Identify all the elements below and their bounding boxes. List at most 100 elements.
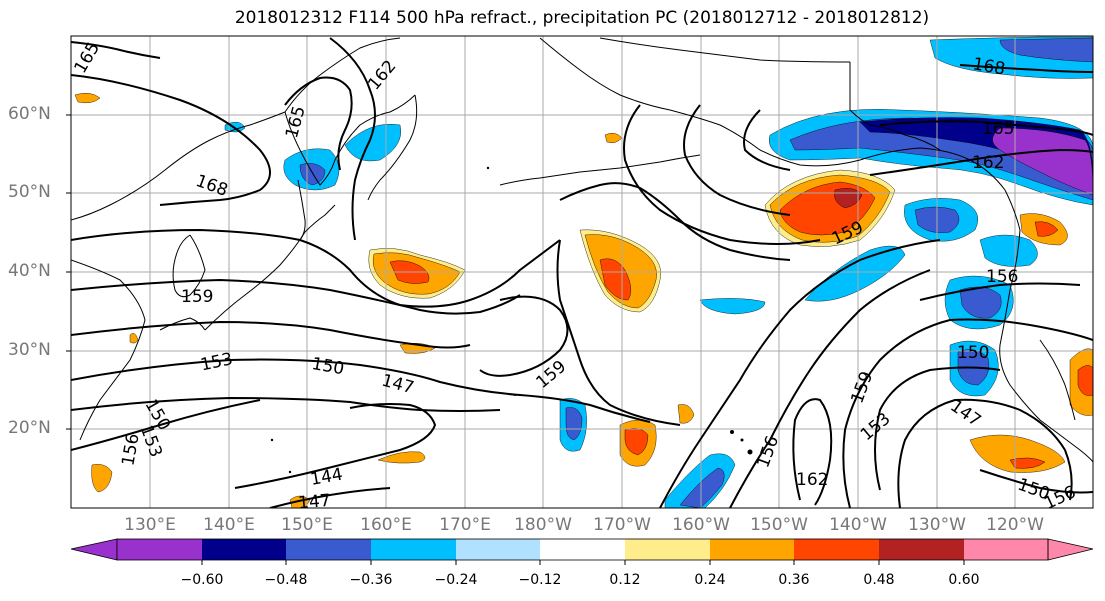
colorbar-label: 0.12 <box>609 572 641 588</box>
contour-l <box>269 487 391 508</box>
contour-label: 162 <box>972 153 1004 173</box>
colorbar-segment <box>794 539 879 560</box>
lon-label: 180°W <box>514 515 572 535</box>
contour-e <box>71 228 561 308</box>
coast-gulf-alaska <box>849 62 941 151</box>
colorbar-label: 0.60 <box>948 572 980 588</box>
contour-u <box>792 398 833 506</box>
colorbar-label: −0.60 <box>180 572 224 588</box>
lat-label-30n: 30°N <box>8 340 51 360</box>
contour-n <box>556 239 681 426</box>
precip-neg-pac-2-mid <box>679 467 725 508</box>
coast-baja <box>1039 339 1076 421</box>
lon-label: 170°E <box>439 515 491 535</box>
precip-neg-right-1 <box>979 234 1038 267</box>
coast-asia-mainland <box>71 37 401 221</box>
precip-neg-top-right-mid <box>999 37 1093 63</box>
grid-lines <box>71 36 1093 508</box>
coast-alaska-north <box>599 37 851 63</box>
contour-r <box>479 295 569 377</box>
colorbar-segment <box>710 539 794 560</box>
coast-japan <box>204 204 336 331</box>
contour-ac <box>979 469 1093 494</box>
contour-ab <box>919 282 1081 301</box>
precip-neg-pac-2 <box>664 453 736 508</box>
precip-pos-left-1 <box>74 92 101 104</box>
contour-q <box>743 109 791 171</box>
contour-t <box>729 269 931 508</box>
contour-w <box>874 366 1001 491</box>
precip-neg-purple-alaska <box>992 127 1093 196</box>
colorbar-label: −0.36 <box>349 572 393 588</box>
colorbar-segment <box>371 539 456 560</box>
lon-label: 150°E <box>281 515 333 535</box>
lon-label: 140°E <box>203 515 255 535</box>
contour-p <box>683 104 791 216</box>
contour-b <box>71 74 271 206</box>
colorbar-label: 0.48 <box>863 572 895 588</box>
contour-j <box>71 399 261 451</box>
contour-aa <box>959 64 1093 73</box>
precip-neg-pac-3-mid <box>565 407 583 441</box>
coast-sakhalin <box>297 179 306 241</box>
colorbar-segment <box>625 539 710 560</box>
precip-pos-right-1-red <box>1009 457 1046 469</box>
colorbar-segment <box>456 539 540 560</box>
lon-label: 160°E <box>360 515 412 535</box>
lon-label: 150°W <box>750 515 808 535</box>
coast-kamchatka <box>367 94 418 201</box>
contour-label: 165 <box>982 119 1014 139</box>
precip-pos-right-3-red <box>1034 221 1059 237</box>
contour-k <box>234 403 437 489</box>
colorbar-left-arrow <box>70 538 118 561</box>
lon-label: 130°W <box>908 515 966 535</box>
lon-label: 120°W <box>986 515 1044 535</box>
map-title: 2018012312 F114 500 hPa refract., precip… <box>234 8 930 28</box>
colorbar-label: 0.36 <box>778 572 810 588</box>
precip-pos-right-2-red <box>1077 365 1093 396</box>
contour-d <box>284 76 353 171</box>
coast-alaska <box>539 37 1021 231</box>
colorbar-segment <box>540 539 625 560</box>
contour-label: 147 <box>297 491 331 514</box>
contour-label: 150 <box>957 343 989 363</box>
lon-label: 170°W <box>593 515 651 535</box>
colorbar-segment <box>964 539 1048 560</box>
contour-h <box>71 358 651 423</box>
contour-a <box>71 41 161 59</box>
lon-label: 140°W <box>829 515 887 535</box>
contour-m <box>559 182 791 261</box>
precip-neg-pnw-2 <box>804 245 906 302</box>
colorbar-segment <box>879 539 964 560</box>
lat-label-40n: 40°N <box>8 261 51 281</box>
contour-g <box>71 320 471 349</box>
colorbar-right-arrow <box>1047 538 1094 561</box>
colorbar-segment <box>117 539 202 560</box>
contour-y <box>869 148 1093 176</box>
contour-s <box>659 239 941 508</box>
colorbar-label: −0.12 <box>518 572 562 588</box>
lat-label-20n: 20°N <box>8 418 51 438</box>
contour-o <box>623 104 821 245</box>
lat-label-50n: 50°N <box>8 182 51 202</box>
contour-f <box>71 278 521 315</box>
contour-v <box>842 318 1093 508</box>
precip-pos-central-red <box>599 258 632 301</box>
colorbar-label: 0.24 <box>694 572 726 588</box>
colorbar-segment <box>286 539 371 560</box>
precipitation-positive <box>74 92 1093 508</box>
contour-label: 162 <box>796 470 828 490</box>
coast-korea <box>172 234 206 298</box>
ticks <box>66 114 71 430</box>
contour-label: 156 <box>986 267 1018 287</box>
precip-pos-left-2 <box>91 464 113 493</box>
precip-neg-kamchatka-mid <box>299 163 326 186</box>
coastlines <box>71 37 1093 463</box>
contour-c <box>329 37 376 241</box>
contour-label: 159 <box>181 287 213 307</box>
precip-pos-small-2 <box>129 333 139 344</box>
coast-aleutians <box>499 154 701 186</box>
lon-label: 130°E <box>124 515 176 535</box>
contour-lines <box>71 37 1093 508</box>
